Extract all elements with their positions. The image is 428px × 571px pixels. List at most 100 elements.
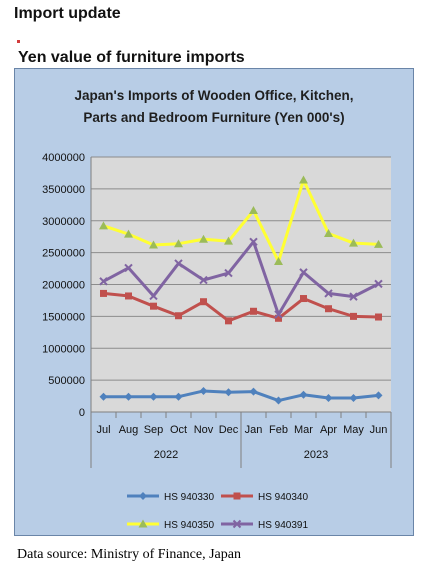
y-tick-label: 1000000 xyxy=(42,343,85,355)
x-tick-label: Feb xyxy=(269,424,288,436)
chart-title-line-2: Parts and Bedroom Furniture (Yen 000's) xyxy=(83,110,344,125)
data-point xyxy=(299,390,308,399)
y-tick-label: 3500000 xyxy=(42,184,85,196)
data-point xyxy=(349,238,358,247)
data-point xyxy=(324,229,333,237)
chart-container: Japan's Imports of Wooden Office, Kitche… xyxy=(14,68,414,536)
data-point xyxy=(124,229,133,238)
legend-label: HS 940330 xyxy=(164,492,214,503)
data-point xyxy=(150,302,157,310)
data-point-stroke xyxy=(174,259,183,268)
x-tick-label: Jul xyxy=(96,424,110,436)
series-hs-940391 xyxy=(99,237,383,319)
x-tick-label: Dec xyxy=(219,424,239,436)
x-tick-label: May xyxy=(343,424,364,436)
series-line xyxy=(103,291,379,323)
axes: 0 500000 1000000 1500000 2000000 2500000 30000… xyxy=(42,152,392,468)
data-point xyxy=(325,305,332,313)
data-point xyxy=(232,519,242,529)
x-tick-label: Sep xyxy=(144,424,164,436)
series-hs-940350 xyxy=(99,175,383,266)
data-point xyxy=(199,275,208,285)
data-point xyxy=(174,239,183,248)
data-point xyxy=(249,206,258,215)
data-point xyxy=(375,313,382,321)
data-point-stroke xyxy=(349,292,358,301)
data-point xyxy=(224,268,233,278)
y-tick-label: 0 xyxy=(79,407,85,419)
data-point xyxy=(299,268,308,277)
line-chart: Japan's Imports of Wooden Office, Kitche… xyxy=(42,88,392,531)
page-subheading: Yen value of furniture imports xyxy=(18,49,245,66)
data-point xyxy=(125,292,132,300)
data-source-note: Data source: Ministry of Finance, Japan xyxy=(17,547,241,562)
x-tick-label: Jan xyxy=(245,424,263,436)
x-tick-label: Jun xyxy=(370,424,388,436)
data-point xyxy=(174,259,183,268)
data-point xyxy=(299,175,308,184)
year-label: 2023 xyxy=(304,449,328,461)
legend-entry: HS 940330 xyxy=(127,492,214,503)
data-point xyxy=(274,396,283,405)
data-point xyxy=(224,236,233,245)
chart-title-line-1: Japan's Imports of Wooden Office, Kitche… xyxy=(75,88,354,103)
data-point xyxy=(99,392,108,401)
data-point xyxy=(349,292,358,301)
data-point xyxy=(324,393,333,402)
series-line xyxy=(102,240,380,316)
data-point xyxy=(249,387,258,396)
data-point xyxy=(149,291,158,301)
y-tick-label: 1500000 xyxy=(42,311,85,323)
data-point-stroke xyxy=(199,275,208,285)
x-tick-label: Nov xyxy=(194,424,214,436)
data-point xyxy=(99,277,108,286)
year-label: 2022 xyxy=(154,449,178,461)
y-tick-label: 500000 xyxy=(48,375,85,387)
data-point-stroke xyxy=(99,277,108,286)
data-point xyxy=(174,392,183,401)
data-point xyxy=(124,392,133,401)
y-tick-label: 4000000 xyxy=(42,152,85,164)
x-tick-label: Apr xyxy=(320,424,337,436)
data-point xyxy=(225,317,232,325)
series-line xyxy=(103,178,379,264)
legend-label: HS 940391 xyxy=(258,520,308,531)
data-point xyxy=(349,393,358,402)
data-point xyxy=(199,234,208,243)
data-point-stroke xyxy=(224,268,233,278)
legend-label: HS 940350 xyxy=(164,520,214,531)
x-tick-label: Mar xyxy=(294,424,313,436)
data-point xyxy=(175,312,182,320)
y-tick-label: 3000000 xyxy=(42,216,85,228)
legend-entry: HS 940340 xyxy=(221,492,308,503)
data-point xyxy=(99,221,108,230)
series-line xyxy=(103,389,379,403)
data-point-stroke xyxy=(249,237,258,246)
x-tick-label: Aug xyxy=(119,424,139,436)
data-point xyxy=(149,392,158,401)
data-point xyxy=(139,492,147,500)
data-point-stroke xyxy=(124,263,133,273)
legend-entry: HS 940350 xyxy=(127,519,214,531)
data-point-stroke xyxy=(324,289,333,298)
data-point xyxy=(199,386,208,395)
data-point xyxy=(374,239,383,248)
data-point xyxy=(374,279,383,289)
data-point xyxy=(300,295,307,303)
legend: HS 940330 HS 940340 HS 940350 HS 940391 xyxy=(127,492,308,531)
data-point xyxy=(138,519,148,528)
data-point xyxy=(100,289,107,297)
legend-label: HS 940340 xyxy=(258,492,308,503)
data-point xyxy=(250,307,257,315)
y-tick-label: 2000000 xyxy=(42,280,85,292)
data-point xyxy=(350,312,357,320)
legend-entry: HS 940391 xyxy=(221,519,308,531)
data-point xyxy=(274,310,283,319)
data-point-stroke xyxy=(232,519,242,529)
data-point xyxy=(149,240,158,249)
data-point xyxy=(224,388,233,397)
data-point-stroke xyxy=(374,279,383,289)
series-hs-940340 xyxy=(100,289,382,325)
data-point xyxy=(275,314,282,322)
y-tick-label: 2500000 xyxy=(42,248,85,260)
